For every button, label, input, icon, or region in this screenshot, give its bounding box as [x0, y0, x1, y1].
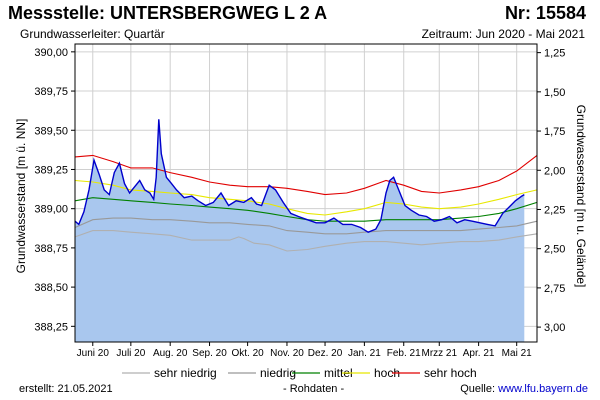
y-tick-label-left: 388,50 [34, 282, 68, 294]
y-axis-left: 390,00 389,75 389,50 389,25 389,00 388,75 388,… [34, 47, 75, 333]
series-line-sehr-hoch [74, 154, 538, 196]
y-tick-label-left: 388,75 [34, 243, 68, 255]
x-tick-label: Dez. 20 [308, 348, 343, 359]
x-tick-label: Mai 21 [502, 348, 532, 359]
y-tick-label-right: 2,75 [544, 283, 565, 295]
legend-label-mittel: mittel [324, 366, 353, 380]
x-tick-label: Nov. 20 [270, 348, 304, 359]
y-axis-label-right: Grundwasserstand [m u. Gelände] [574, 105, 588, 288]
y-tick-label-left: 389,25 [34, 164, 68, 176]
measured-fill [75, 119, 525, 342]
series-line-niedrig [74, 217, 538, 235]
y-tick-label-right: 3,00 [544, 322, 565, 334]
y-axis-label-left: Grundwasserstand [m ü. NN] [14, 119, 28, 274]
source-link[interactable]: www.lfu.bayern.de [498, 383, 588, 395]
y-axis-right: 1,25 1,50 1,75 2,00 2,25 2,50 2,75 3,00 [537, 48, 565, 334]
y-tick-label-right: 1,50 [544, 87, 565, 99]
x-tick-label: Okt. 20 [231, 348, 264, 359]
plot-frame [74, 43, 538, 343]
legend-label-sehr-niedrig: sehr niedrig [154, 366, 217, 380]
measured-area [75, 119, 525, 342]
x-tick-label: Sep. 20 [192, 348, 227, 359]
y-tick-label-right: 2,50 [544, 244, 565, 256]
legend: sehr niedrig niedrig mittel hoch sehr hoch [122, 366, 477, 380]
y-tick-label-right: 1,25 [544, 48, 565, 60]
x-tick-label: Feb. 21 [387, 348, 421, 359]
legend-label-niedrig: niedrig [260, 366, 296, 380]
series-lines [74, 119, 538, 252]
series-line-sehr-niedrig [74, 230, 538, 252]
station-number: Nr: 15584 [504, 3, 586, 23]
y-tick-label-right: 1,75 [544, 126, 565, 138]
aquifer-label: Grundwasserleiter: Quartär [20, 27, 165, 41]
y-tick-label-left: 388,25 [34, 321, 68, 333]
y-tick-label-left: 389,00 [34, 204, 68, 216]
x-tick-label: Jan. 21 [348, 348, 381, 359]
period-label: Zeitraum: Jun 2020 - Mai 2021 [421, 27, 585, 41]
source-credit: Quelle: www.lfu.bayern.de [460, 383, 588, 395]
x-tick-label: Mrzz 21 [421, 348, 457, 359]
created-date: erstellt: 21.05.2021 [19, 383, 113, 395]
page-title: Messstelle: UNTERSBERGWEG L 2 A [8, 3, 328, 23]
y-tick-label-left: 389,50 [34, 125, 68, 137]
y-tick-label-left: 389,75 [34, 86, 68, 98]
x-tick-label: Juni 20 [77, 348, 110, 359]
source-prefix: Quelle: [460, 383, 499, 395]
series-line-hoch [74, 179, 538, 216]
legend-label-sehr-hoch: sehr hoch [424, 366, 477, 380]
raw-data-note: - Rohdaten - [283, 383, 345, 395]
legend-label-hoch: hoch [374, 366, 400, 380]
series-line-measured [74, 119, 525, 233]
x-tick-label: Juli 20 [116, 348, 145, 359]
y-tick-label-right: 2,25 [544, 204, 565, 216]
x-tick-label: Apr. 21 [463, 348, 495, 359]
y-tick-label-left: 390,00 [34, 47, 68, 59]
x-axis: Juni 20 Juli 20 Aug. 20 Sep. 20 Okt. 20 Nov. … [77, 342, 532, 359]
y-tick-label-right: 2,00 [544, 165, 565, 177]
x-tick-label: Aug. 20 [153, 348, 188, 359]
